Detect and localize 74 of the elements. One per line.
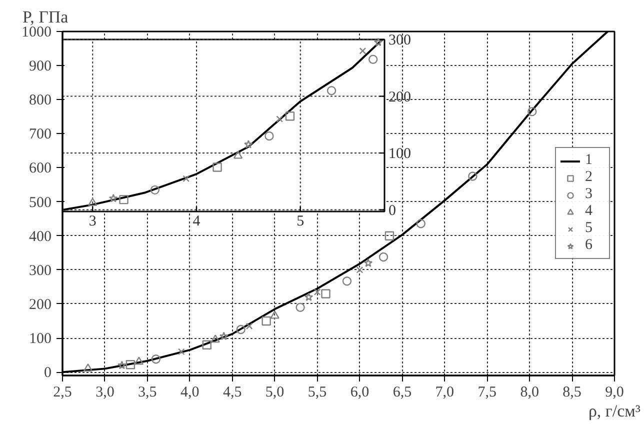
x-tick-label: 6,5	[392, 384, 412, 400]
x-tick-label: 3,5	[138, 384, 157, 400]
point	[270, 310, 280, 319]
y-tick-label: 300	[388, 32, 411, 48]
point	[233, 150, 243, 159]
point	[151, 354, 161, 364]
point	[468, 172, 478, 181]
x-tick-label: 5,5	[308, 384, 327, 400]
point	[356, 266, 364, 274]
point	[364, 258, 373, 267]
point	[264, 131, 274, 141]
point	[528, 106, 537, 116]
point	[378, 252, 388, 262]
point	[212, 162, 222, 172]
point	[182, 175, 190, 182]
x-tick-label: 5,0	[265, 384, 284, 400]
point	[83, 363, 93, 372]
x-tick-label: 4,0	[180, 384, 200, 400]
y-tick-label: 200	[29, 296, 52, 313]
x-axis-title: ρ, г/см³	[588, 402, 641, 420]
point	[314, 288, 321, 296]
legend-label: 3	[585, 186, 594, 203]
y-tick-label: 300	[29, 262, 52, 279]
y-tick-label: 700	[29, 126, 52, 143]
point	[342, 276, 352, 286]
point	[150, 185, 160, 195]
point	[321, 289, 330, 298]
x-tick-label: 7,0	[435, 384, 454, 400]
point	[118, 360, 126, 370]
legend-label: 1	[585, 152, 594, 169]
point	[296, 302, 305, 312]
y-tick-label: 600	[29, 160, 52, 177]
x-tick-label: 8,0	[520, 384, 539, 400]
x-tick-label: 2,5	[53, 384, 72, 400]
y-tick-label: 0	[388, 202, 396, 219]
x-tick-label: 4,5	[222, 384, 242, 400]
point	[359, 47, 366, 54]
legend-label: 6	[585, 237, 594, 254]
x-tick-label: 3,0	[96, 384, 114, 400]
x-tick-label: 9,0	[605, 384, 624, 400]
y-tick-label: 0	[44, 365, 52, 382]
x-tick-label: 7,5	[478, 384, 496, 400]
point	[285, 112, 295, 121]
point	[202, 340, 212, 350]
point	[384, 231, 394, 240]
point	[119, 194, 128, 204]
point	[276, 116, 284, 122]
y-tick-label: 400	[29, 228, 52, 245]
point	[88, 198, 98, 206]
y-axis-title: P, ГПа	[22, 8, 69, 26]
x-tick-label: 6,0	[350, 384, 370, 400]
y-tick-label: 1000	[22, 24, 52, 40]
point	[219, 332, 228, 340]
x-tick-label: 3	[88, 214, 96, 230]
point	[304, 292, 314, 301]
x-tick-label: 5	[296, 214, 304, 230]
point	[326, 86, 336, 96]
y-tick-label: 500	[29, 194, 52, 211]
x-tick-label: 8,5	[562, 384, 582, 400]
y-tick-label: 100	[29, 331, 52, 348]
point	[178, 348, 185, 356]
point	[244, 140, 253, 148]
point	[134, 356, 144, 365]
y-tick-label: 900	[29, 58, 52, 75]
x-tick-label: 4	[192, 214, 201, 230]
y-tick-label: 100	[388, 146, 411, 162]
legend-label: 2	[585, 169, 594, 186]
point	[126, 360, 136, 370]
point	[262, 316, 271, 326]
point	[416, 219, 426, 228]
y-tick-label: 800	[29, 92, 52, 109]
point	[108, 194, 118, 202]
point	[210, 334, 220, 343]
point	[368, 54, 378, 64]
